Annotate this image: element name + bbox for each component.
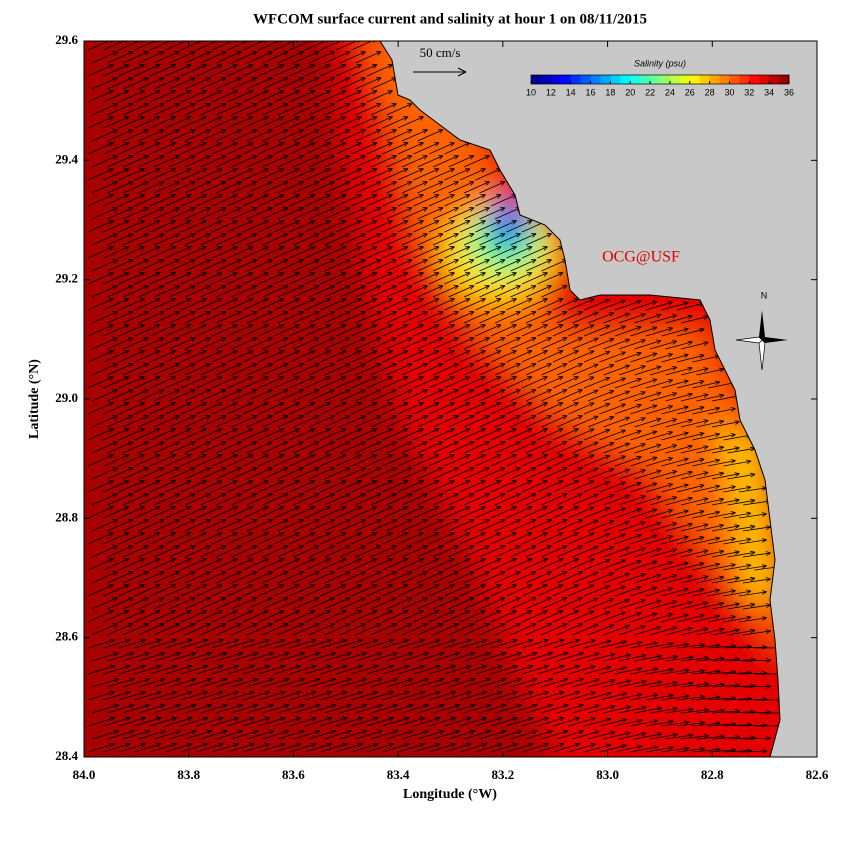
colorbar-swatch (610, 75, 621, 84)
colorbar-swatch (600, 75, 611, 84)
x-tick-label: 83.2 (491, 767, 514, 782)
colorbar-swatch (769, 75, 780, 84)
colorbar: Salinity (psu) 10 12 14 16 18 20 22 24 26 28 30 32 3… (526, 58, 794, 97)
scale-arrow-line (413, 67, 467, 77)
colorbar-swatch (729, 75, 740, 84)
x-tick-label: 84.0 (73, 767, 96, 782)
compass: N (735, 290, 788, 371)
colorbar-tick-label: 20 (625, 87, 635, 97)
colorbar-swatch (759, 75, 770, 84)
colorbar-tick-label: 12 (546, 87, 556, 97)
x-tick-label: 82.6 (806, 767, 829, 782)
colorbar-swatch (779, 75, 790, 84)
compass-label: N (761, 290, 768, 300)
chart-title: WFCOM surface current and salinity at ho… (253, 11, 647, 27)
y-tick-label: 29.4 (55, 151, 78, 166)
y-tick-label: 28.4 (55, 748, 78, 763)
colorbar-swatch (660, 75, 671, 84)
colorbar-tick-label: 26 (685, 87, 695, 97)
scale-arrow: 50 cm/s (413, 45, 467, 77)
colorbar-tick-label: 30 (724, 87, 734, 97)
colorbar-swatch (749, 75, 760, 84)
x-tick-label: 83.6 (282, 767, 305, 782)
x-axis-label: Longitude (°W) (403, 787, 497, 802)
land (379, 41, 817, 757)
colorbar-swatch (540, 75, 552, 84)
x-tick-label: 83.0 (596, 767, 619, 782)
colorbar-tick-label: 22 (645, 87, 655, 97)
colorbar-frame (530, 74, 790, 85)
y-tick-label: 29.6 (55, 32, 78, 47)
colorbar-swatch (531, 75, 542, 84)
colorbar-tick-label: 36 (784, 87, 794, 97)
colorbar-swatch (739, 75, 750, 84)
colorbar-tick-label: 34 (764, 87, 774, 97)
colorbar-tick-label: 24 (665, 87, 675, 97)
x-tick-label: 83.8 (177, 767, 200, 782)
y-tick-label: 29.2 (55, 271, 78, 286)
y-tick-label: 28.6 (55, 629, 78, 644)
colorbar-swatch (719, 75, 730, 84)
y-tick-label: 28.8 (55, 509, 78, 524)
colorbar-swatch (640, 75, 651, 84)
colorbar-swatch (689, 75, 701, 84)
colorbar-swatch (550, 75, 562, 84)
x-tick-label: 82.8 (701, 767, 724, 782)
annotation: OCG@USF (602, 249, 680, 266)
y-tick-label: 29.0 (55, 390, 78, 405)
colorbar-tick-label: 18 (605, 87, 615, 97)
x-tick-label: 83.4 (387, 767, 410, 782)
colorbar-swatch (699, 75, 711, 84)
colorbar-swatch (709, 75, 721, 84)
colorbar-tick-label: 16 (586, 87, 596, 97)
colorbar-swatch (560, 75, 572, 84)
colorbar-swatch (590, 75, 601, 84)
colorbar-swatch (580, 75, 592, 84)
current-vectors (87, 41, 787, 754)
colorbar-swatch (650, 75, 661, 84)
colorbar-swatch (630, 75, 641, 84)
colorbar-tick-label: 32 (744, 87, 754, 97)
colorbar-swatch (570, 75, 582, 84)
colorbar-tick-label: 10 (526, 87, 536, 97)
scale-label: 50 cm/s (420, 45, 461, 60)
colorbar-tick-label: 28 (705, 87, 715, 97)
colorbar-swatch (679, 75, 691, 84)
y-axis-label: Latitude (°N) (27, 359, 42, 439)
colorbar-swatch (669, 75, 681, 84)
colorbar-title: Salinity (psu) (634, 58, 686, 68)
colorbar-tick-label: 14 (566, 87, 576, 97)
plot-area (84, 41, 817, 757)
colorbar-swatch (620, 75, 631, 84)
